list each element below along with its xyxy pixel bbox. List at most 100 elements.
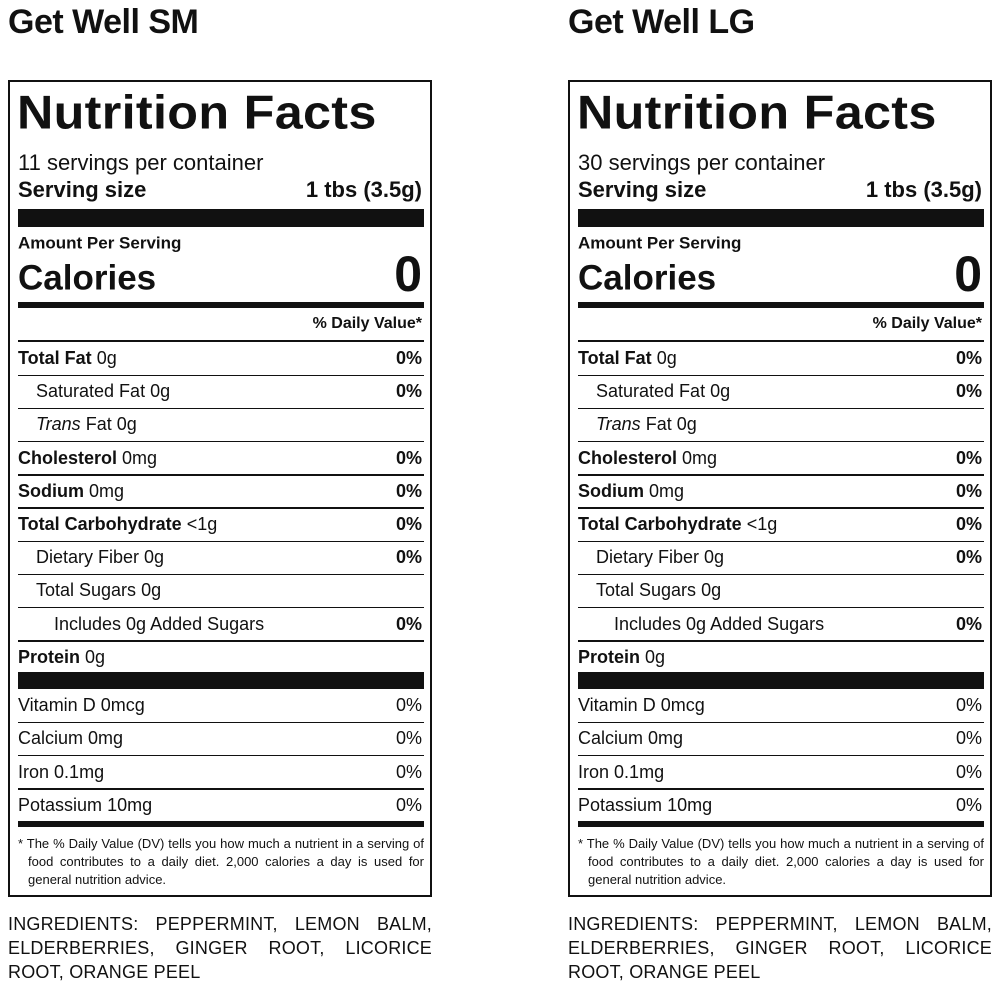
vitamin-name: Vitamin D	[578, 695, 656, 715]
nutrient-dv: 0%	[956, 482, 982, 500]
heading: Nutrition Facts	[577, 89, 937, 136]
vitamin-dv: 0%	[955, 794, 982, 815]
nutrient-amount: 0mg	[122, 447, 158, 468]
footnote: * The % Daily Value (DV) tells you how m…	[578, 836, 984, 887]
vitamin-amount: 0mg	[648, 728, 684, 749]
nutrient-name: Trans	[596, 414, 641, 435]
nutrient-dv: 0%	[395, 447, 422, 468]
vitamin-dv: 0%	[956, 696, 982, 714]
nutrient-dv: 0%	[956, 615, 982, 633]
nutrient-row: Total Carbohydrate <1g	[18, 515, 217, 533]
nutrient-dv: 0%	[956, 548, 982, 566]
serving-size-label: Serving size	[18, 179, 146, 201]
vitamin-row: Calcium 0mg	[18, 729, 123, 747]
vitamin-dv: 0%	[395, 695, 422, 715]
nutrient-dv: 0%	[955, 480, 982, 501]
vitamin-row: Vitamin D 0mcg	[18, 696, 145, 714]
amount-per-serving: Amount Per Serving	[18, 235, 181, 252]
nutrient-name: Sodium	[18, 480, 84, 501]
vitamin-name: Iron	[578, 761, 610, 782]
rule	[18, 821, 424, 827]
daily-value-header: % Daily Value*	[872, 315, 982, 332]
nutrient-row: Protein 0g	[578, 648, 665, 666]
nutrient-row: Dietary Fiber 0g	[36, 548, 164, 566]
rule	[578, 507, 984, 509]
nutrient-name: Protein	[578, 646, 641, 667]
amount-per-serving: Amount Per Serving	[18, 233, 182, 253]
nutrient-amount: 0mg	[89, 480, 125, 501]
nutrition-label: Nutrition Facts 11 servings per container…	[8, 80, 432, 897]
nutrient-name: Trans	[36, 414, 81, 435]
rule	[578, 540, 984, 542]
serving-size-label: Serving size	[578, 177, 707, 202]
ingredients: INGREDIENTS: PEPPERMINT, LEMON BALM, ELD…	[8, 912, 432, 984]
nutrient-amount: 0g	[85, 646, 106, 667]
vitamin-dv: 0%	[396, 796, 422, 814]
nutrient-dv: 0%	[396, 482, 422, 500]
rule	[578, 573, 984, 576]
ingredients: INGREDIENTS: PEPPERMINT, LEMON BALM, ELD…	[568, 912, 992, 984]
nutrient-dv: 0%	[955, 381, 982, 402]
nutrient-row: Total Sugars 0g	[36, 581, 161, 599]
nutrient-row: Saturated Fat 0g	[36, 382, 170, 400]
nutrient-amount: 0mg	[682, 447, 718, 468]
nutrient-row: Cholesterol 0mg	[578, 449, 717, 467]
vitamin-name: Potassium	[578, 794, 663, 815]
vitamin-dv: 0%	[396, 763, 422, 781]
nutrient-dv: 0%	[955, 547, 982, 568]
nutrient-dv: 0%	[396, 349, 422, 367]
rule	[578, 302, 984, 308]
amount-per-serving: Amount Per Serving	[578, 235, 741, 252]
rule	[18, 788, 424, 790]
nutrient-name: Total Carbohydrate	[578, 514, 742, 534]
rule	[18, 209, 424, 227]
nutrient-amount: 0g	[656, 348, 677, 368]
nutrition-label: Nutrition Facts 30 servings per container…	[568, 80, 992, 897]
rule	[18, 672, 424, 689]
rule	[578, 788, 984, 790]
nutrient-dv: 0%	[396, 615, 422, 633]
nutrient-amount: 0g	[150, 381, 171, 402]
vitamin-amount: 0.1mg	[54, 761, 105, 782]
nutrient-dv: 0%	[396, 449, 422, 467]
nutrient-amount: 0g	[141, 580, 162, 601]
rule	[18, 340, 424, 342]
vitamin-dv: 0%	[395, 794, 422, 815]
rule	[578, 209, 984, 227]
vitamin-name: Calcium	[578, 728, 644, 749]
rule	[578, 821, 984, 827]
product-panel: Get Well SM Nutrition Facts 11 servings pe…	[8, 0, 432, 1000]
nutrient-dv: 0%	[956, 515, 982, 533]
serving-size-label: Serving size	[18, 177, 147, 202]
nutrient-name: Dietary Fiber	[36, 547, 140, 568]
vitamin-row: Potassium 10mg	[578, 796, 712, 814]
nutrient-row: Protein 0g	[18, 648, 105, 666]
vitamin-name: Vitamin D	[18, 695, 96, 715]
nutrient-amount: 0mg	[649, 480, 685, 501]
vitamin-dv: 0%	[396, 696, 422, 714]
servings: 11 servings per container	[18, 152, 263, 174]
vitamin-row: Potassium 10mg	[18, 796, 152, 814]
vitamin-name: Iron	[18, 761, 50, 782]
nutrient-row: Includes 0g Added Sugars	[54, 615, 264, 633]
nutrient-dv: 0%	[956, 382, 982, 400]
rule	[578, 440, 984, 443]
servings: 30 servings per container	[578, 152, 825, 174]
heading: Nutrition Facts	[17, 85, 377, 139]
vitamin-dv: 0%	[956, 763, 982, 781]
vitamin-name: Potassium	[18, 794, 103, 815]
nutrient-amount: 0g	[96, 348, 117, 368]
nutrient-row: Total Fat 0g	[18, 349, 117, 367]
nutrient-row: Total Carbohydrate <1g	[578, 515, 777, 533]
daily-value-header: % Daily Value*	[313, 316, 422, 332]
nutrient-amount: <1g	[186, 514, 218, 534]
product-title: Get Well SM	[8, 5, 199, 39]
nutrient-name: Fat	[85, 414, 112, 435]
heading: Nutrition Facts	[577, 85, 937, 139]
nutrient-name: Saturated Fat	[36, 381, 146, 402]
nutrient-name: Total Fat	[18, 348, 92, 368]
servings: 30 servings per container	[578, 150, 826, 175]
nutrient-amount: 0g	[676, 414, 697, 435]
rule	[18, 440, 424, 443]
